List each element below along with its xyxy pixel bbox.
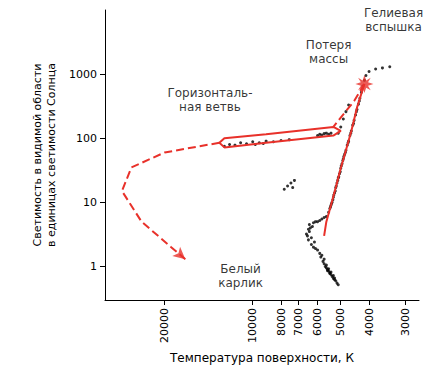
- svg-text:Температура поверхности, К: Температура поверхности, К: [169, 351, 354, 365]
- svg-text:10: 10: [83, 196, 97, 209]
- svg-text:Белый: Белый: [220, 262, 261, 276]
- svg-text:3000: 3000: [399, 308, 412, 336]
- svg-text:6000: 6000: [311, 308, 324, 336]
- svg-text:ная ветвь: ная ветвь: [179, 100, 241, 114]
- svg-text:1: 1: [90, 260, 97, 273]
- svg-text:вспышка: вспышка: [365, 20, 422, 34]
- svg-text:Светимость в видимой области: Светимость в видимой области: [31, 64, 44, 247]
- svg-text:100: 100: [76, 132, 97, 145]
- svg-text:массы: массы: [309, 52, 348, 66]
- svg-text:10000: 10000: [246, 308, 259, 343]
- svg-text:Потеря: Потеря: [306, 38, 352, 52]
- svg-text:в единицах светимости Солнца: в единицах светимости Солнца: [45, 63, 58, 247]
- svg-text:карлик: карлик: [218, 276, 263, 290]
- svg-text:Гелиевая: Гелиевая: [364, 6, 423, 20]
- svg-text:5000: 5000: [334, 308, 347, 336]
- svg-text:1000: 1000: [69, 68, 97, 81]
- svg-text:8000: 8000: [275, 308, 288, 336]
- svg-text:Горизонталь-: Горизонталь-: [167, 86, 252, 100]
- svg-text:4000: 4000: [363, 308, 376, 336]
- svg-text:20000: 20000: [158, 308, 171, 343]
- svg-text:7000: 7000: [292, 308, 305, 336]
